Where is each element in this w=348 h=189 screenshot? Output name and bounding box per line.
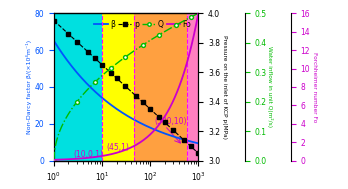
Bar xyxy=(187,13,198,161)
Legend: β, p, Q, Fo: β, p, Q, Fo xyxy=(91,17,195,32)
X-axis label: n: n xyxy=(123,188,129,189)
Text: (45,1): (45,1) xyxy=(106,143,129,152)
Text: (580,10): (580,10) xyxy=(154,117,187,126)
Y-axis label: Non-Darcy factor β/(×10⁴m⁻¹): Non-Darcy factor β/(×10⁴m⁻¹) xyxy=(26,40,32,134)
Bar xyxy=(54,13,102,161)
Y-axis label: Water inflow in unit Q(m²/s): Water inflow in unit Q(m²/s) xyxy=(267,46,274,128)
Text: (10,0.1): (10,0.1) xyxy=(73,150,103,159)
Y-axis label: Forchheimer number Fo: Forchheimer number Fo xyxy=(312,52,317,122)
Bar xyxy=(102,13,134,161)
Y-axis label: Pressure on the inlet of KCP p(MPa): Pressure on the inlet of KCP p(MPa) xyxy=(222,35,227,139)
Bar xyxy=(134,13,187,161)
